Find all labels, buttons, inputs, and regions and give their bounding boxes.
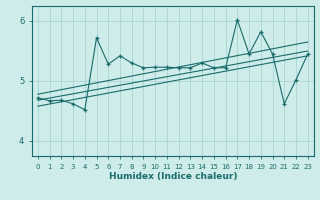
X-axis label: Humidex (Indice chaleur): Humidex (Indice chaleur) (108, 172, 237, 181)
